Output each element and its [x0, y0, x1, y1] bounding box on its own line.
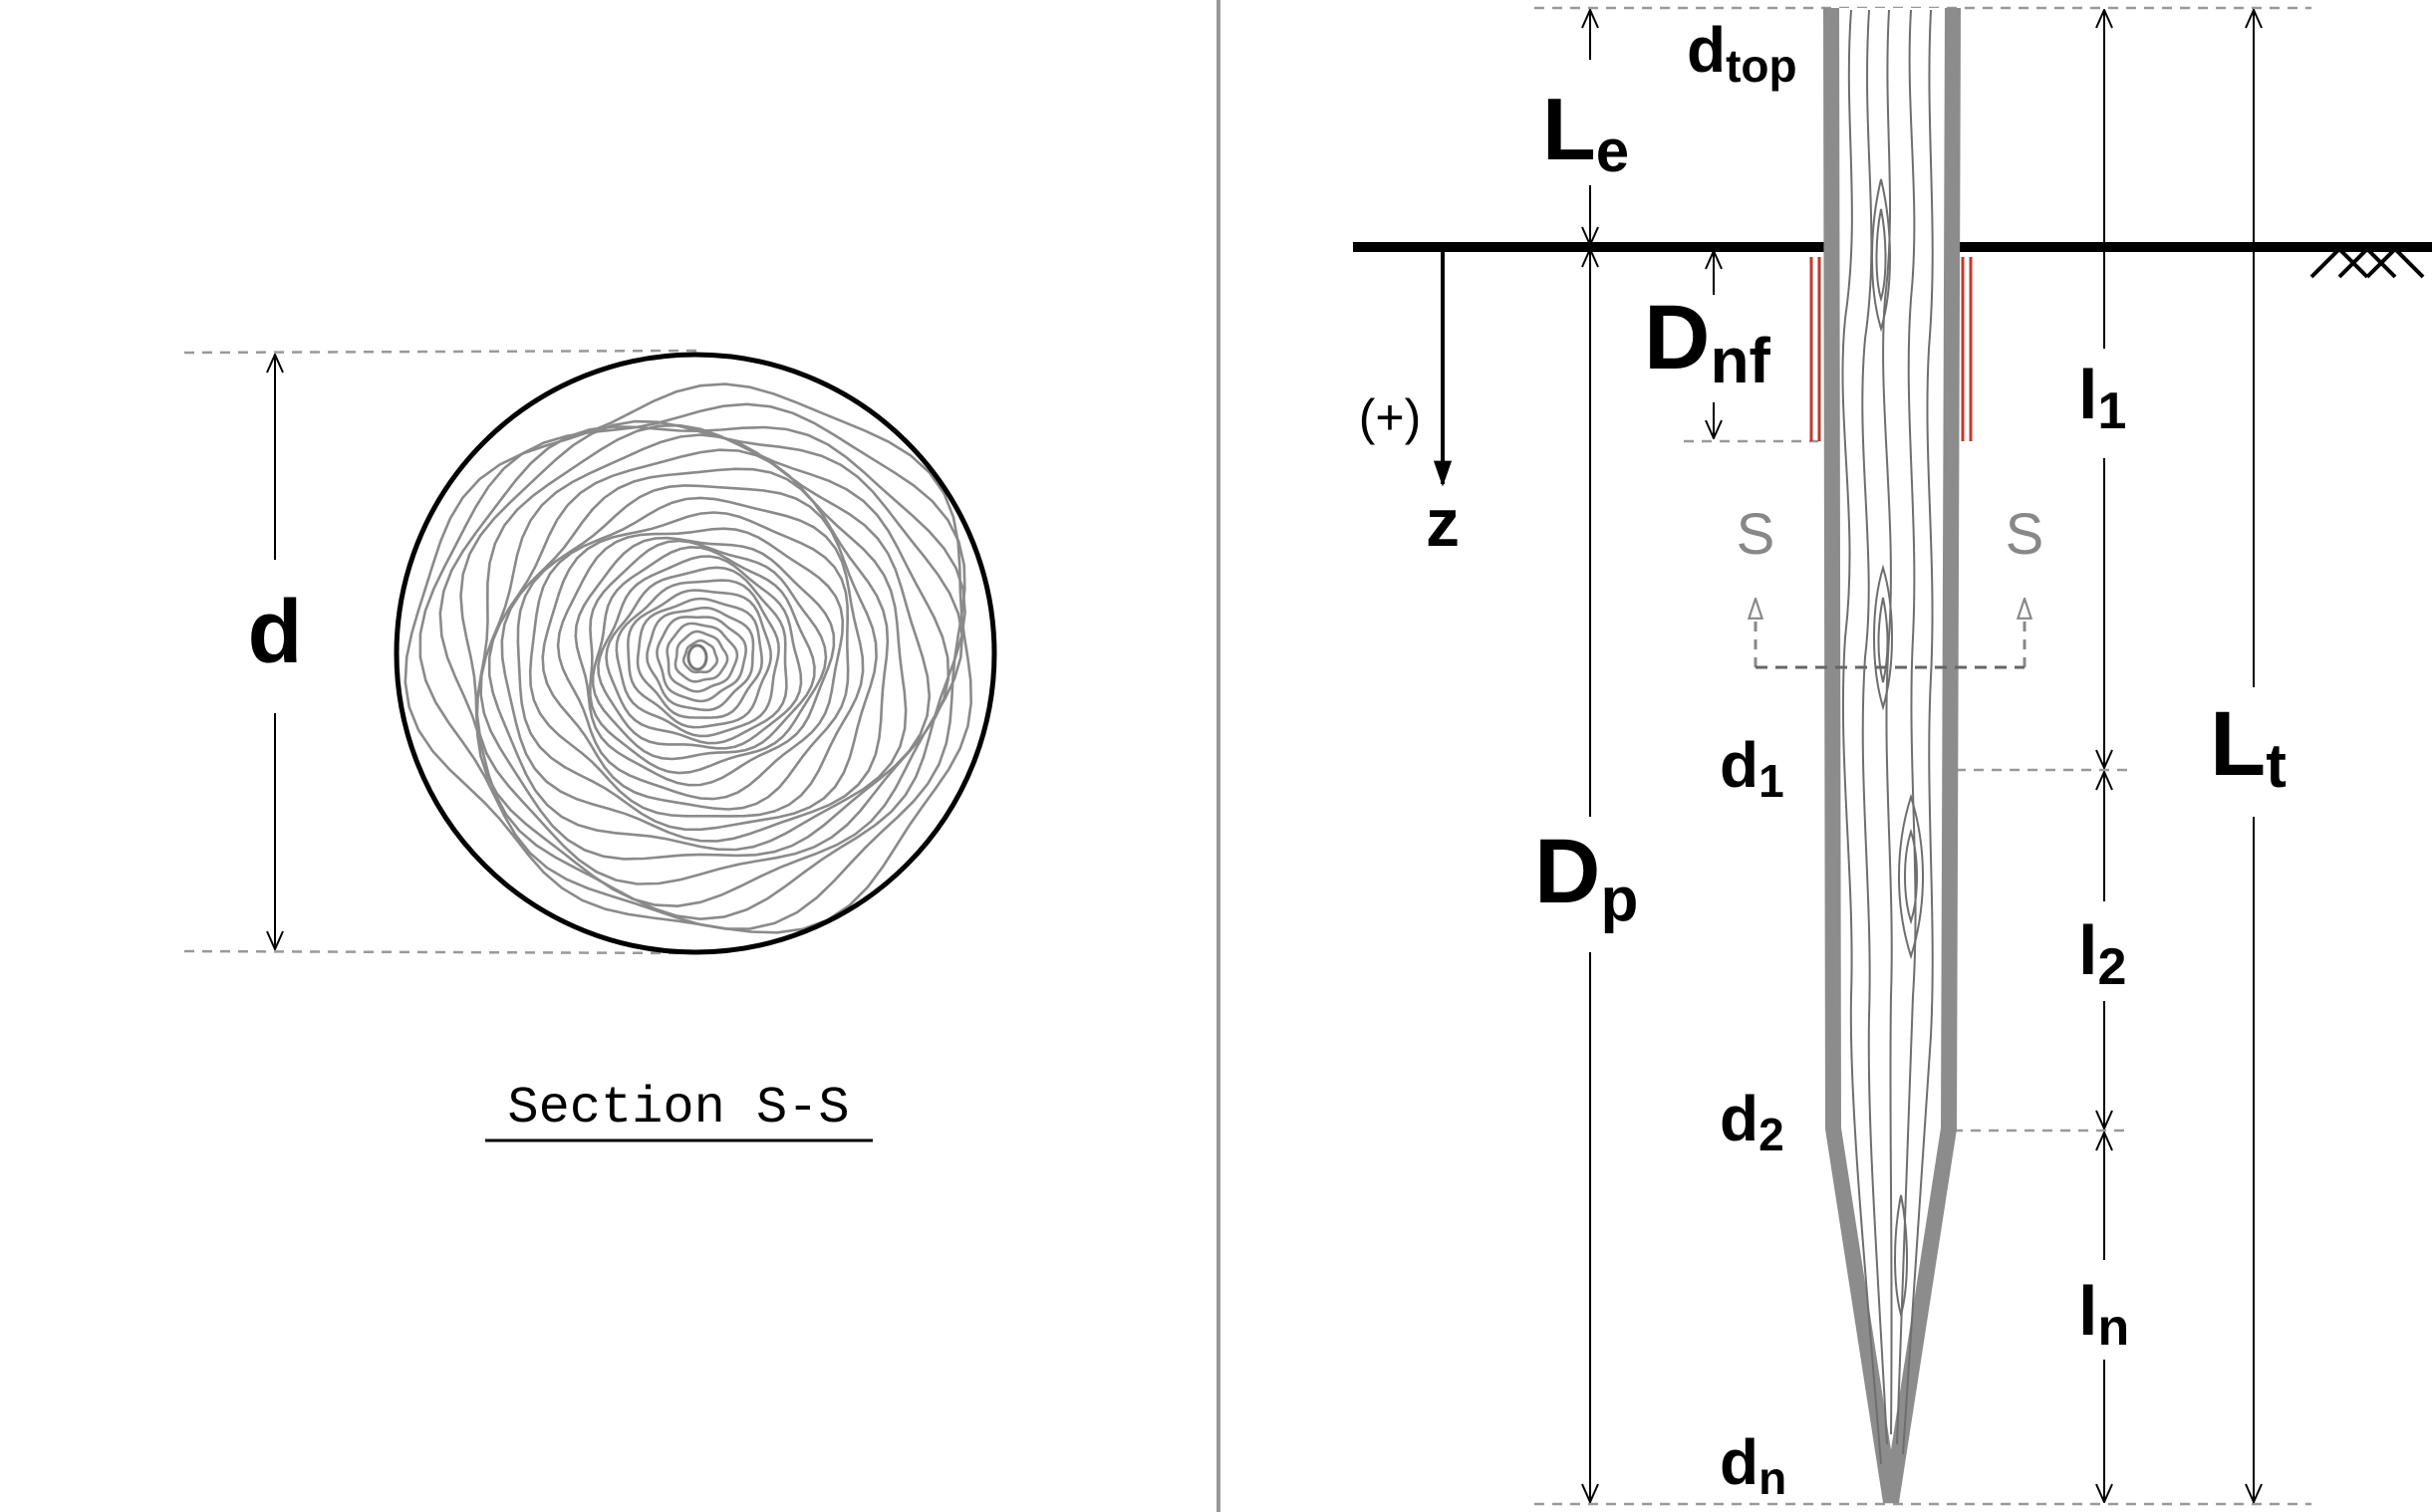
dtop-label: dtop: [1687, 14, 1797, 92]
growth-ring: [646, 606, 755, 712]
growth-ring: [479, 433, 932, 861]
growth-ring: [418, 402, 966, 930]
timber-pile: [1823, 7, 1961, 1504]
growth-ring: [589, 539, 828, 775]
section-mark-right: S: [2006, 502, 2044, 567]
growth-ring: [475, 423, 950, 885]
pile-grain: [1841, 9, 1934, 1465]
diameter-label: d: [248, 583, 303, 682]
d2-label: d2: [1720, 1083, 1784, 1160]
log-outline: [394, 352, 997, 955]
growth-ring: [605, 566, 788, 745]
growth-ring: [597, 555, 803, 750]
negative-friction-marks: [1809, 257, 1973, 441]
growth-ring: [459, 419, 964, 908]
growth-ring: [574, 536, 836, 787]
le-label: Le: [1542, 80, 1629, 184]
growth-ring: [541, 511, 850, 811]
d1-label: d1: [1720, 729, 1784, 807]
growth-ring: [404, 382, 973, 934]
section-top-dash: [183, 349, 698, 355]
ln-label: ln: [2078, 1272, 2129, 1357]
growth-ring: [674, 630, 729, 683]
growth-ring: [666, 622, 739, 693]
pile-panel: (+) z: [1353, 6, 2432, 1506]
ground-hatch-icon: [2309, 246, 2425, 279]
growth-ring: [626, 589, 773, 729]
growth-ring: [681, 638, 719, 674]
growth-ring: [438, 425, 966, 921]
section-cut-marker: [1756, 599, 2025, 669]
section-title: Section S-S: [507, 1079, 849, 1137]
dn-label: dn: [1720, 1426, 1786, 1504]
section-bottom-dash: [183, 949, 698, 955]
growth-ring: [528, 496, 865, 818]
growth-ring: [556, 527, 845, 801]
growth-ring: [516, 484, 878, 832]
lt-label: Lt: [2210, 693, 2287, 801]
growth-ring: [615, 579, 780, 738]
growth-ring: [656, 616, 748, 703]
section-mark-left: S: [1737, 502, 1775, 567]
growth-rings: [404, 382, 973, 934]
growth-ring: [487, 448, 908, 852]
dp-label: Dp: [1534, 821, 1638, 934]
l2-label: l2: [2078, 911, 2126, 996]
log-cross-section: [394, 352, 997, 955]
dnf-label: Dnf: [1644, 287, 1771, 396]
section-panel: d Section S-S: [183, 349, 997, 1142]
z-axis-sign: (+): [1359, 389, 1422, 445]
l1-label: l1: [2078, 356, 2126, 440]
growth-ring: [591, 545, 816, 761]
pile-outline: [1823, 7, 1961, 1504]
pith: [686, 643, 708, 671]
growth-ring: [636, 597, 764, 719]
z-axis-label: z: [1426, 485, 1460, 561]
